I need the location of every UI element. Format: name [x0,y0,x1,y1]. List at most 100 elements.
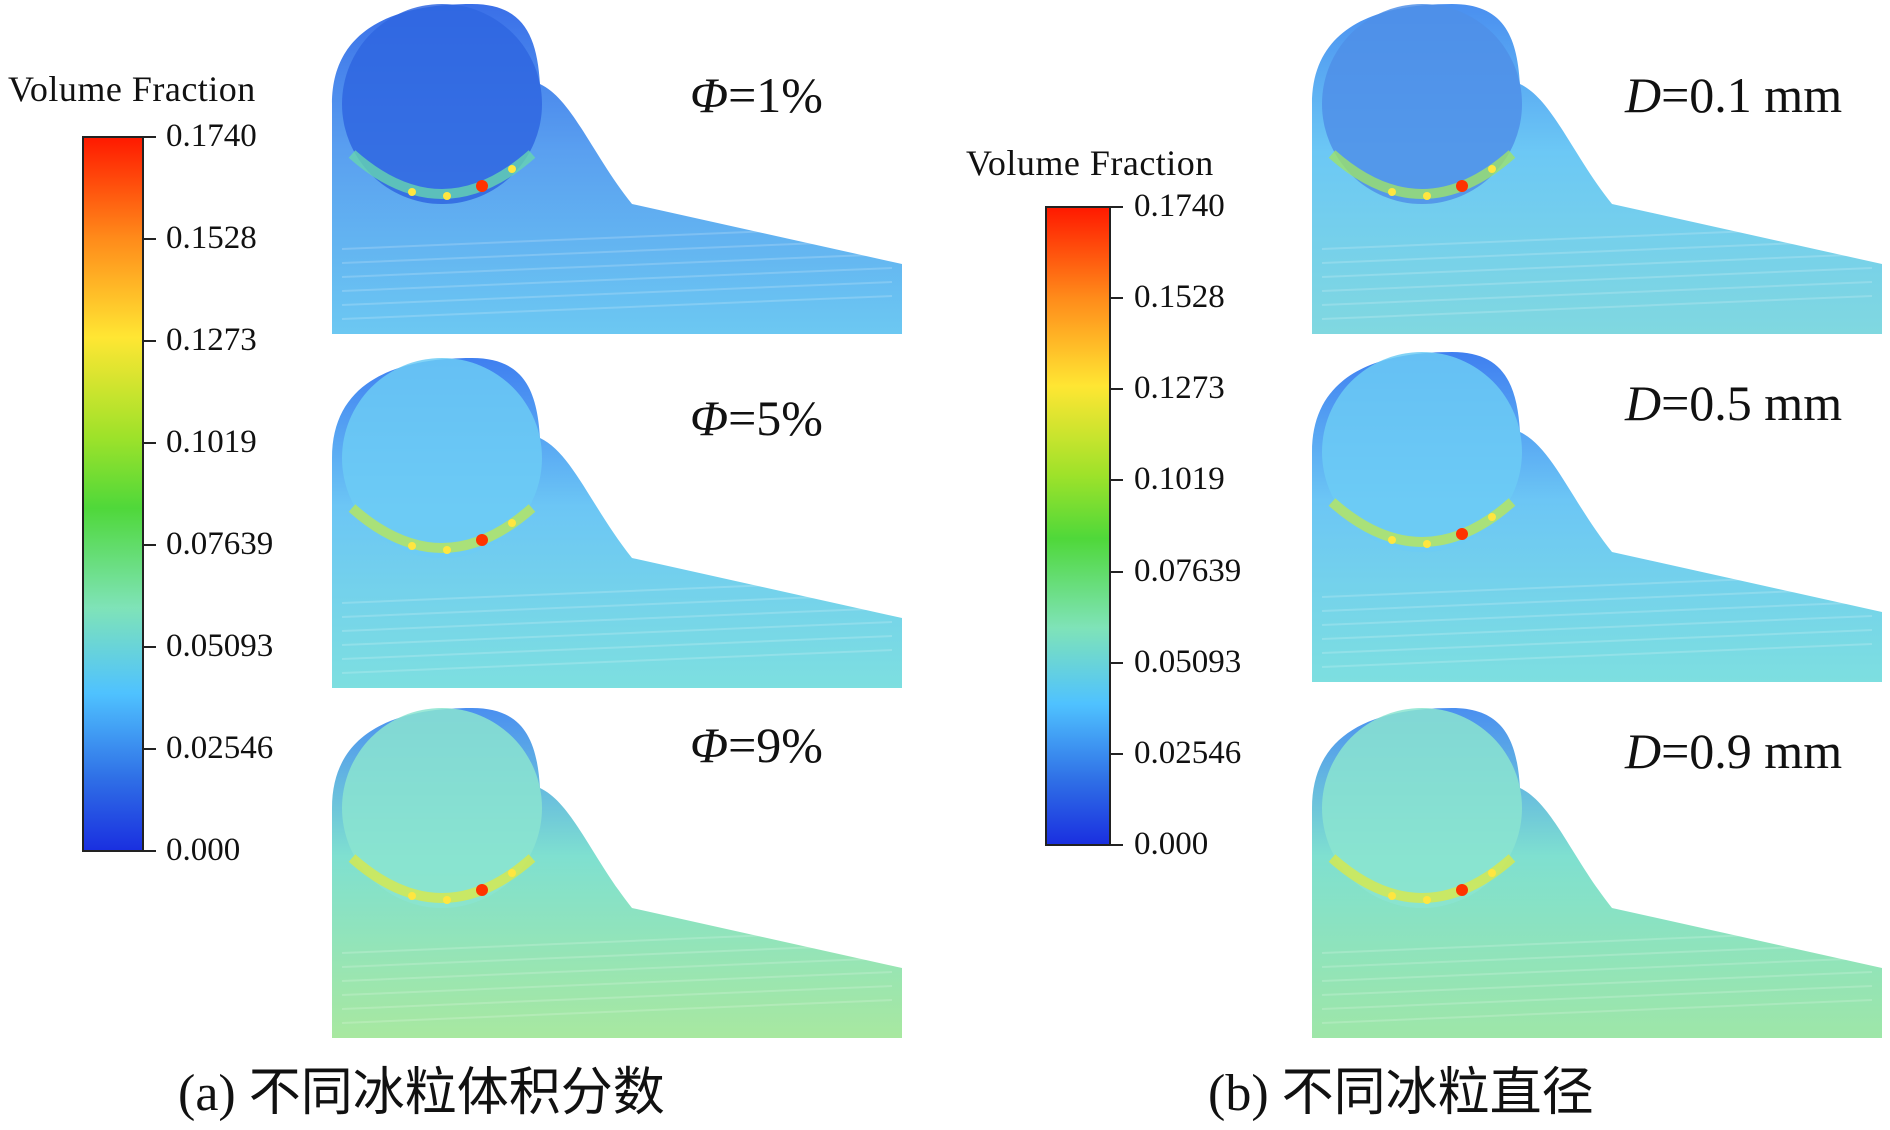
colorbar-b-tick-label: 0.07639 [1134,552,1242,589]
streak-line [341,281,893,306]
hot-spot [1388,892,1396,900]
colorbar-b-tick-label: 0.1273 [1134,370,1225,407]
colorbar-a-tick-label: 0.1019 [166,424,257,460]
colorbar-b-tick-label: 0.1019 [1134,461,1225,498]
colorbar-b-tick [1111,661,1123,664]
cylinder-region [342,358,542,558]
streak-line [341,607,893,632]
streak-line [341,635,893,660]
streak-line [341,985,893,1010]
hot-spot [1388,188,1396,196]
hot-spot [1388,536,1396,544]
colorbar-b-tick [1111,752,1123,755]
streak-line [341,621,893,646]
hot-spot [1488,165,1496,173]
contour-panel-a-1 [332,4,902,334]
streak-line [1321,929,1873,954]
colorbar-a-tick [144,544,156,546]
contour-panel-a-2 [332,358,902,688]
colorbar-b-tick-label: 0.1528 [1134,279,1225,316]
colorbar-b-tick-label: 0.000 [1134,826,1209,862]
colorbar-a-tick-label: 0.05093 [166,628,274,664]
streak-line [1321,971,1873,996]
colorbar-a-tick [144,136,156,138]
colorbar-a-tick-label: 0.07639 [166,526,274,562]
colorbar-b-tick-label: 0.05093 [1134,643,1242,680]
label-d-05: D=0.5 mm [1625,375,1843,431]
label-d-01: D=0.1 mm [1625,67,1843,123]
contour-panel-b-2 [1312,352,1882,682]
hot-spot [1456,884,1468,896]
hot-spot [408,892,416,900]
hot-spot [1488,513,1496,521]
colorbar-a-title: Volume Fraction [8,69,256,109]
streak-line [1321,957,1873,982]
colorbar-a [82,136,144,852]
streak-line [1321,629,1873,654]
colorbar-b-tick [1111,297,1123,300]
cylinder-region [342,4,542,204]
colorbar-a-tick [144,850,156,852]
hot-spot [508,519,516,527]
streak-line [341,957,893,982]
hot-spot [508,165,516,173]
colorbar-a-tick-label: 0.1740 [166,118,257,154]
colorbar-b-tick [1111,206,1123,208]
streak-line [341,929,893,954]
colorbar-a-tick [144,340,156,342]
hot-spot [476,534,488,546]
colorbar-b-tick [1111,570,1123,573]
streak-line [1321,281,1873,306]
colorbar-b-tick [1111,844,1123,846]
streak-line [341,649,893,674]
streak-line [341,593,893,618]
hot-spot [508,869,516,877]
colorbar-a-tick [144,442,156,444]
streak-line [341,267,893,292]
colorbar-a-tick-label: 0.1273 [166,322,257,358]
hot-spot [443,896,451,904]
label-d-09: D=0.9 mm [1625,723,1843,779]
hot-spot [476,180,488,192]
streak-line [1321,985,1873,1010]
label-phi-9: Φ=9% [690,717,823,773]
streak-line [341,225,893,250]
hot-spot [1488,869,1496,877]
streak-line [1321,295,1873,320]
label-phi-5: Φ=5% [690,390,823,446]
cylinder-region [1322,352,1522,552]
streak-line [341,999,893,1024]
colorbar-b-tick-label: 0.02546 [1134,734,1242,771]
hot-spot [1423,540,1431,548]
colorbar-a-tick [144,748,156,750]
hot-spot [443,546,451,554]
cylinder-region [342,708,542,908]
streak-line [1321,225,1873,250]
colorbar-a-tick [144,238,156,240]
streak-line [1321,943,1873,968]
colorbar-a-tick-label: 0.1528 [166,220,257,256]
hot-spot [408,188,416,196]
cylinder-region [1322,708,1522,908]
streak-line [1321,999,1873,1024]
streak-line [1321,267,1873,292]
colorbar-b-tick [1111,479,1123,482]
hot-spot [408,542,416,550]
colorbar-b [1045,206,1111,846]
colorbar-a-tick-label: 0.000 [166,832,241,868]
caption-a: (a) 不同冰粒体积分数 [178,1065,665,1122]
streak-line [1321,253,1873,278]
hot-spot [1456,180,1468,192]
streak-line [1321,643,1873,668]
colorbar-a-tick-label: 0.02546 [166,730,274,766]
streak-line [341,971,893,996]
colorbar-b-title: Volume Fraction [966,143,1214,183]
colorbar-b-tick-label: 0.1740 [1134,188,1225,224]
streak-line [1321,601,1873,626]
streak-line [341,579,893,604]
streak-line [1321,239,1873,264]
colorbar-a-tick [144,646,156,648]
streak-line [341,295,893,320]
contour-panel-b-3 [1312,708,1882,1038]
streak-line [341,253,893,278]
